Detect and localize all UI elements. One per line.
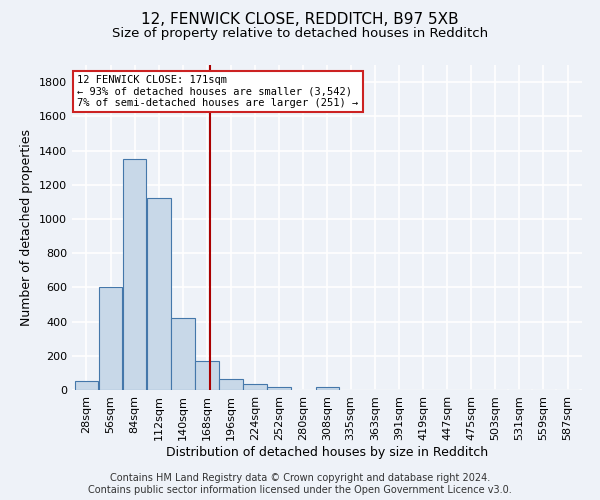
Text: Size of property relative to detached houses in Redditch: Size of property relative to detached ho… xyxy=(112,28,488,40)
Bar xyxy=(316,388,339,390)
Bar xyxy=(171,318,194,390)
Bar xyxy=(244,384,267,390)
Bar xyxy=(219,379,243,390)
Bar xyxy=(123,159,146,390)
Bar xyxy=(268,388,291,390)
Text: Contains HM Land Registry data © Crown copyright and database right 2024.
Contai: Contains HM Land Registry data © Crown c… xyxy=(88,474,512,495)
Bar xyxy=(74,382,98,390)
Bar xyxy=(99,288,122,390)
Text: 12 FENWICK CLOSE: 171sqm
← 93% of detached houses are smaller (3,542)
7% of semi: 12 FENWICK CLOSE: 171sqm ← 93% of detach… xyxy=(77,74,358,108)
X-axis label: Distribution of detached houses by size in Redditch: Distribution of detached houses by size … xyxy=(166,446,488,458)
Text: 12, FENWICK CLOSE, REDDITCH, B97 5XB: 12, FENWICK CLOSE, REDDITCH, B97 5XB xyxy=(141,12,459,28)
Bar xyxy=(195,361,219,390)
Y-axis label: Number of detached properties: Number of detached properties xyxy=(20,129,34,326)
Bar xyxy=(147,198,170,390)
